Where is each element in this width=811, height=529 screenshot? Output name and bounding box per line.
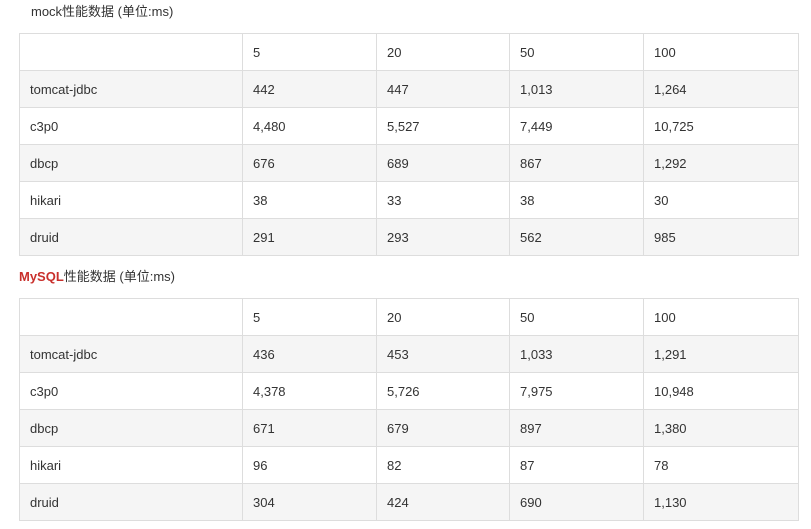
value-cell: 562 [509,218,644,256]
mock-caption: mock性能数据 (单位:ms) [31,4,173,20]
value-cell: 985 [643,218,799,256]
value-cell: 867 [509,144,644,182]
value-cell: 291 [242,218,377,256]
value-cell: 447 [376,70,510,108]
pool-name-cell: c3p0 [19,372,243,410]
value-cell: 5,726 [376,372,510,410]
pool-name-cell: dbcp [19,409,243,447]
value-cell: 4,378 [242,372,377,410]
header-cell: 20 [376,298,510,336]
table-row: hikari 96 82 87 78 [19,446,799,484]
value-cell: 5,527 [376,107,510,145]
mysql-performance-table: 5 20 50 100 tomcat-jdbc 436 453 1,033 1,… [19,298,799,521]
mysql-caption: MySQL性能数据 (单位:ms) [19,269,175,285]
value-cell: 304 [242,483,377,521]
pool-name-cell: druid [19,483,243,521]
mysql-caption-text: 性能数据 (单位:ms) [63,269,176,284]
table-row: druid 304 424 690 1,130 [19,483,799,521]
value-cell: 1,264 [643,70,799,108]
header-cell: 50 [509,298,644,336]
value-cell: 10,948 [643,372,799,410]
pool-name-cell: tomcat-jdbc [19,70,243,108]
table-row: tomcat-jdbc 436 453 1,033 1,291 [19,335,799,373]
value-cell: 33 [376,181,510,219]
value-cell: 10,725 [643,107,799,145]
value-cell: 78 [643,446,799,484]
value-cell: 38 [509,181,644,219]
header-cell: 100 [643,298,799,336]
pool-name-cell: druid [19,218,243,256]
mock-performance-table: 5 20 50 100 tomcat-jdbc 442 447 1,013 1,… [19,33,799,256]
pool-name-cell: tomcat-jdbc [19,335,243,373]
header-cell: 5 [242,298,377,336]
header-cell: 100 [643,33,799,71]
table-row: druid 291 293 562 985 [19,218,799,256]
value-cell: 1,013 [509,70,644,108]
table-row: tomcat-jdbc 442 447 1,013 1,264 [19,70,799,108]
value-cell: 671 [242,409,377,447]
value-cell: 1,130 [643,483,799,521]
value-cell: 4,480 [242,107,377,145]
pool-name-cell: dbcp [19,144,243,182]
header-cell: 5 [242,33,377,71]
pool-name-cell: c3p0 [19,107,243,145]
value-cell: 679 [376,409,510,447]
table-row: hikari 38 33 38 30 [19,181,799,219]
value-cell: 87 [509,446,644,484]
value-cell: 7,449 [509,107,644,145]
value-cell: 38 [242,181,377,219]
table-row: c3p0 4,480 5,527 7,449 10,725 [19,107,799,145]
value-cell: 689 [376,144,510,182]
header-cell: 50 [509,33,644,71]
table-row: dbcp 676 689 867 1,292 [19,144,799,182]
value-cell: 7,975 [509,372,644,410]
header-cell [19,33,243,71]
pool-name-cell: hikari [19,181,243,219]
value-cell: 676 [242,144,377,182]
table-row: dbcp 671 679 897 1,380 [19,409,799,447]
value-cell: 96 [242,446,377,484]
header-cell: 20 [376,33,510,71]
value-cell: 897 [509,409,644,447]
value-cell: 1,033 [509,335,644,373]
pool-name-cell: hikari [19,446,243,484]
table-row: c3p0 4,378 5,726 7,975 10,948 [19,372,799,410]
value-cell: 30 [643,181,799,219]
value-cell: 442 [242,70,377,108]
table-header-row: 5 20 50 100 [19,298,799,336]
value-cell: 690 [509,483,644,521]
value-cell: 424 [376,483,510,521]
table-header-row: 5 20 50 100 [19,33,799,71]
value-cell: 82 [376,446,510,484]
header-cell [19,298,243,336]
value-cell: 1,291 [643,335,799,373]
mock-caption-text: mock性能数据 (单位:ms) [31,4,174,19]
value-cell: 1,380 [643,409,799,447]
value-cell: 453 [376,335,510,373]
value-cell: 436 [242,335,377,373]
value-cell: 1,292 [643,144,799,182]
mysql-brand-text: MySQL [19,269,64,284]
value-cell: 293 [376,218,510,256]
